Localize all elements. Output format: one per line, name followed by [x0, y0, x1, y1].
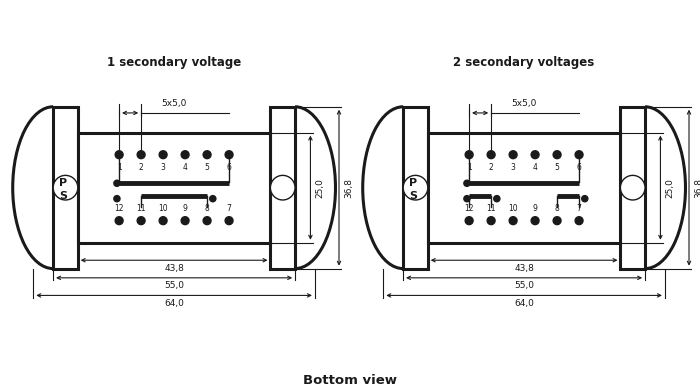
Text: 36,8: 36,8 — [694, 178, 700, 198]
Circle shape — [509, 151, 517, 159]
Text: 4: 4 — [533, 163, 538, 172]
Text: 4: 4 — [183, 163, 188, 172]
Circle shape — [509, 217, 517, 224]
Bar — [403, 107, 428, 269]
Circle shape — [116, 217, 123, 224]
Bar — [53, 107, 78, 269]
Circle shape — [159, 217, 167, 224]
Text: 5x5,0: 5x5,0 — [162, 99, 187, 108]
Text: 55,0: 55,0 — [164, 282, 184, 291]
Text: 64,0: 64,0 — [514, 299, 534, 308]
Text: 25,0: 25,0 — [666, 178, 675, 197]
Text: 1: 1 — [117, 163, 122, 172]
Circle shape — [531, 217, 539, 224]
Text: 12: 12 — [464, 204, 474, 213]
Circle shape — [553, 217, 561, 224]
Text: 10: 10 — [508, 204, 518, 213]
Text: 5x5,0: 5x5,0 — [512, 99, 537, 108]
Text: 9: 9 — [183, 204, 188, 213]
Text: Bottom view: Bottom view — [303, 374, 397, 387]
Text: 11: 11 — [486, 204, 496, 213]
Circle shape — [403, 176, 428, 200]
Circle shape — [137, 217, 145, 224]
Text: 5: 5 — [554, 163, 559, 172]
Circle shape — [225, 151, 233, 159]
Circle shape — [531, 151, 539, 159]
Text: 64,0: 64,0 — [164, 299, 184, 308]
Text: 55,0: 55,0 — [514, 282, 534, 291]
Text: 10: 10 — [158, 204, 168, 213]
Text: P: P — [59, 178, 66, 188]
Text: S: S — [409, 192, 416, 201]
Bar — [78, 133, 270, 243]
Text: 12: 12 — [114, 204, 124, 213]
Circle shape — [487, 217, 495, 224]
Circle shape — [53, 176, 78, 200]
Circle shape — [114, 196, 120, 202]
Circle shape — [464, 180, 470, 187]
Circle shape — [466, 151, 473, 159]
Circle shape — [210, 196, 216, 202]
Text: 43,8: 43,8 — [514, 264, 534, 273]
Circle shape — [575, 217, 583, 224]
Text: 3: 3 — [161, 163, 165, 172]
Bar — [428, 133, 620, 243]
Circle shape — [620, 176, 645, 200]
Circle shape — [203, 151, 211, 159]
Text: 8: 8 — [204, 204, 209, 213]
Text: 36,8: 36,8 — [344, 178, 354, 198]
Circle shape — [181, 217, 189, 224]
Circle shape — [575, 151, 583, 159]
Circle shape — [181, 151, 189, 159]
Circle shape — [225, 217, 233, 224]
Text: S: S — [59, 192, 66, 201]
Text: 43,8: 43,8 — [164, 264, 184, 273]
Circle shape — [487, 151, 495, 159]
Text: 3: 3 — [511, 163, 515, 172]
Text: 5: 5 — [204, 163, 209, 172]
Circle shape — [114, 180, 120, 187]
Circle shape — [137, 151, 145, 159]
Circle shape — [582, 196, 588, 202]
Text: 11: 11 — [136, 204, 146, 213]
Text: 1 secondary voltage: 1 secondary voltage — [107, 56, 241, 69]
Circle shape — [203, 217, 211, 224]
Text: 7: 7 — [577, 204, 582, 213]
Bar — [270, 107, 295, 269]
Text: 7: 7 — [227, 204, 232, 213]
Text: 8: 8 — [554, 204, 559, 213]
Text: 2: 2 — [489, 163, 493, 172]
Circle shape — [464, 196, 470, 202]
Text: 6: 6 — [577, 163, 582, 172]
Circle shape — [270, 176, 295, 200]
Circle shape — [116, 151, 123, 159]
Text: 2: 2 — [139, 163, 143, 172]
Circle shape — [494, 196, 500, 202]
Circle shape — [553, 151, 561, 159]
Bar — [620, 107, 645, 269]
Text: P: P — [409, 178, 416, 188]
Circle shape — [159, 151, 167, 159]
Text: 9: 9 — [533, 204, 538, 213]
Text: 1: 1 — [467, 163, 472, 172]
Text: 6: 6 — [227, 163, 232, 172]
Circle shape — [466, 217, 473, 224]
Text: 2 secondary voltages: 2 secondary voltages — [454, 56, 595, 69]
Text: 25,0: 25,0 — [316, 178, 325, 197]
